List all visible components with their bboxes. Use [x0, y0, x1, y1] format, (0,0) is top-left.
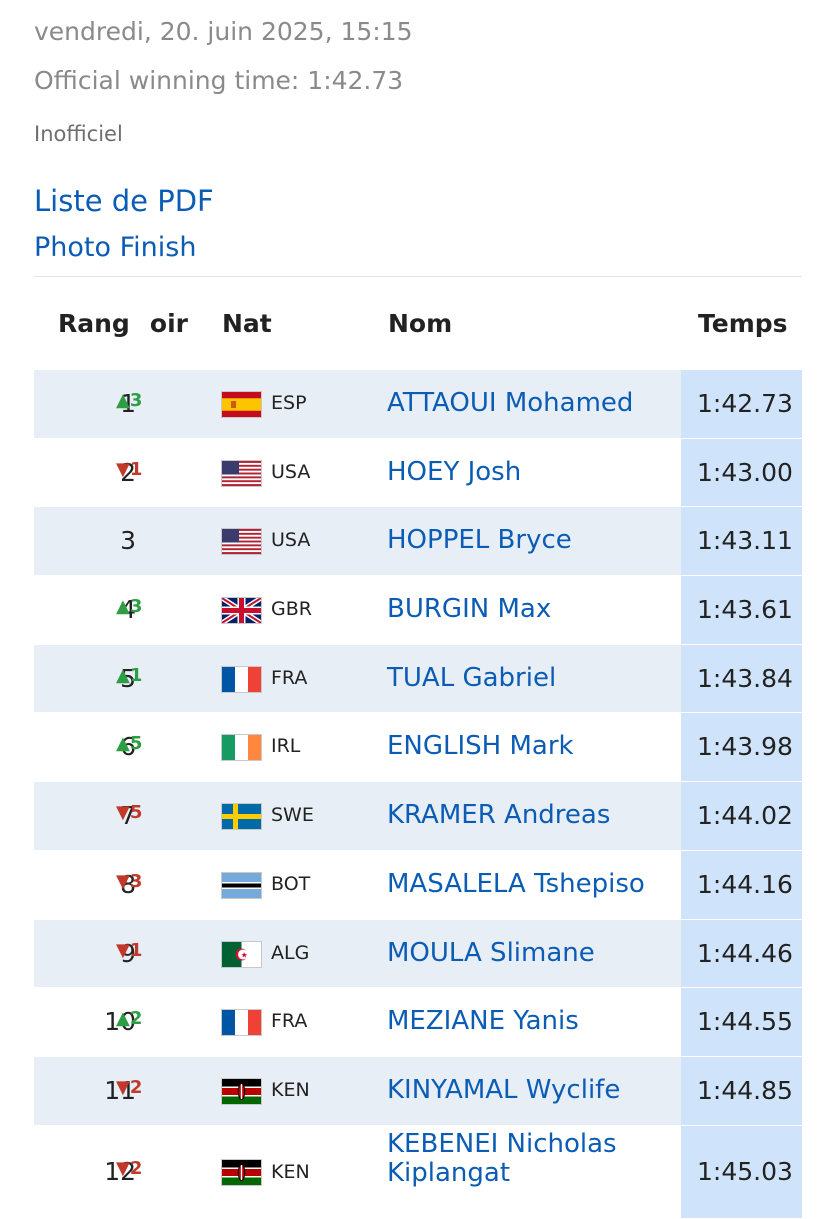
- table-row[interactable]: 10 ▲2 FRA MEZIANE Yanis 1:44.55: [34, 988, 802, 1057]
- athlete-name-link[interactable]: HOPPEL Bryce: [387, 525, 572, 556]
- swe-flag-icon: [222, 804, 261, 830]
- bot-flag-icon: [222, 872, 261, 898]
- table-row[interactable]: 2 ▼1 USA HOEY Josh 1:43.00: [34, 438, 802, 508]
- nat-cell: GBR: [271, 598, 312, 621]
- fra-flag-icon: [222, 1010, 261, 1036]
- status-label: Inofficiel: [34, 122, 123, 146]
- rank-cell: 12: [104, 1156, 136, 1186]
- race-date: vendredi, 20. juin 2025, 15:15: [34, 17, 413, 46]
- nat-cell: KEN: [271, 1160, 310, 1183]
- nat-cell: BOT: [271, 872, 311, 895]
- athlete-name-link[interactable]: KRAMER Andreas: [387, 800, 611, 831]
- official-winning-time: Official winning time: 1:42.73: [34, 66, 404, 95]
- position-down-indicator: ▼5: [116, 802, 143, 824]
- athlete-name-link[interactable]: KINYAMAL Wyclife: [387, 1074, 621, 1105]
- position-down-indicator: ▼3: [116, 870, 143, 892]
- table-row[interactable]: 11 ▼2 KEN KINYAMAL Wyclife 1:44.85: [34, 1056, 802, 1126]
- time-cell: 1:44.85: [681, 1056, 802, 1125]
- table-row[interactable]: 8 ▼3 BOT MASALELA Tshepiso 1:44.16: [34, 850, 802, 920]
- table-row[interactable]: 4 ▲3 GBR BURGIN Max 1:43.61: [34, 576, 802, 645]
- athlete-name-line: KEBENEI Nicholas: [387, 1128, 617, 1159]
- position-down-indicator: ▼2: [116, 1157, 143, 1179]
- rank-cell: 4: [120, 595, 136, 625]
- rank-cell: 10: [104, 1007, 136, 1037]
- table-row[interactable]: 1 ▲3 ESP ATTAOUI Mohamed 1:42.73: [34, 370, 802, 439]
- time-cell: 1:43.00: [681, 438, 802, 507]
- nat-cell: ALG: [271, 941, 310, 964]
- athlete-name-link[interactable]: ATTAOUI Mohamed: [387, 388, 634, 418]
- position-up-indicator: ▲2: [116, 1008, 143, 1030]
- nat-cell: SWE: [271, 804, 314, 827]
- position-down-indicator: ▼1: [116, 458, 143, 480]
- time-cell: 1:44.46: [681, 919, 802, 988]
- table-row[interactable]: 6 ▲5 IRL ENGLISH Mark 1:43.98: [34, 713, 802, 783]
- athlete-name-link[interactable]: MOULA Slimane: [387, 937, 595, 968]
- nat-cell: KEN: [271, 1078, 310, 1101]
- fra-flag-icon: [222, 666, 261, 692]
- time-cell: 1:43.98: [681, 713, 802, 782]
- nat-cell: FRA: [271, 666, 308, 689]
- table-row[interactable]: 12 ▼2 KEN KEBENEI Nicholas Kiplangat 1:45.03: [34, 1125, 802, 1219]
- position-up-indicator: ▲1: [116, 664, 143, 686]
- column-header-time[interactable]: Temps: [698, 309, 788, 338]
- gbr-flag-icon: [222, 598, 261, 624]
- column-header-nat[interactable]: Nat: [222, 309, 272, 338]
- time-cell: 1:43.84: [681, 644, 802, 713]
- usa-flag-icon: [222, 529, 261, 555]
- column-header-lane-clip: Couloir: [148, 309, 188, 343]
- time-cell: 1:44.16: [681, 850, 802, 919]
- rank-cell: 9: [120, 938, 136, 968]
- column-header-lane[interactable]: Couloir: [148, 309, 188, 338]
- position-up-indicator: ▲3: [116, 390, 143, 411]
- table-row[interactable]: 3 USA HOPPEL Bryce 1:43.11: [34, 507, 802, 577]
- column-header-name[interactable]: Nom: [388, 309, 453, 338]
- results-table: 1 ▲3 ESP ATTAOUI Mohamed 1:42.73 2 ▼1 USA HOEY J…: [34, 370, 802, 1219]
- time-cell: 1:44.55: [681, 988, 802, 1056]
- pdf-list-link[interactable]: Liste de PDF: [34, 184, 214, 218]
- rank-cell: 6: [120, 732, 136, 762]
- rank-cell: 8: [120, 869, 136, 899]
- alg-flag-icon: [222, 941, 261, 967]
- athlete-name-line: Kiplangat: [387, 1157, 511, 1188]
- table-row[interactable]: 7 ▼5 SWE KRAMER Andreas 1:44.02: [34, 782, 802, 851]
- athlete-name-link[interactable]: HOEY Josh: [387, 456, 522, 487]
- ken-flag-icon: [222, 1078, 261, 1104]
- nat-cell: USA: [271, 529, 311, 552]
- athlete-name-link[interactable]: KEBENEI Nicholas Kiplangat: [387, 1128, 617, 1188]
- table-row[interactable]: 5 ▲1 FRA TUAL Gabriel 1:43.84: [34, 644, 802, 714]
- nat-cell: ESP: [271, 392, 307, 414]
- rank-cell: 2: [120, 457, 136, 487]
- time-cell: 1:45.03: [681, 1125, 802, 1218]
- usa-flag-icon: [222, 460, 261, 486]
- column-header-rank[interactable]: Rang: [58, 309, 130, 338]
- position-down-indicator: ▼1: [116, 939, 143, 961]
- athlete-name-link[interactable]: MEZIANE Yanis: [387, 1006, 579, 1037]
- ken-flag-icon: [222, 1159, 261, 1185]
- position-down-indicator: ▼2: [116, 1076, 143, 1098]
- athlete-name-link[interactable]: ENGLISH Mark: [387, 731, 574, 762]
- nat-cell: USA: [271, 460, 311, 483]
- athlete-name-link[interactable]: MASALELA Tshepiso: [387, 868, 645, 899]
- rank-cell: 1: [120, 389, 136, 418]
- time-cell: 1:44.02: [681, 782, 802, 850]
- rank-cell: 5: [120, 663, 136, 693]
- athlete-name-link[interactable]: BURGIN Max: [387, 594, 552, 625]
- table-row[interactable]: 9 ▼1 ALG MOULA Slimane 1:44.46: [34, 919, 802, 989]
- photo-finish-link[interactable]: Photo Finish: [34, 232, 197, 263]
- time-cell: 1:42.73: [681, 370, 802, 438]
- rank-cell: 11: [104, 1075, 136, 1105]
- athlete-name-link[interactable]: TUAL Gabriel: [387, 662, 557, 693]
- rank-cell: 3: [120, 526, 136, 556]
- nat-cell: IRL: [271, 735, 301, 758]
- time-cell: 1:43.11: [681, 507, 802, 576]
- time-cell: 1:43.61: [681, 576, 802, 644]
- irl-flag-icon: [222, 735, 261, 761]
- position-up-indicator: ▲3: [116, 596, 143, 618]
- nat-cell: FRA: [271, 1010, 308, 1033]
- divider: [34, 276, 802, 277]
- rank-cell: 7: [120, 801, 136, 831]
- position-up-indicator: ▲5: [116, 733, 143, 755]
- esp-flag-icon: [222, 392, 261, 417]
